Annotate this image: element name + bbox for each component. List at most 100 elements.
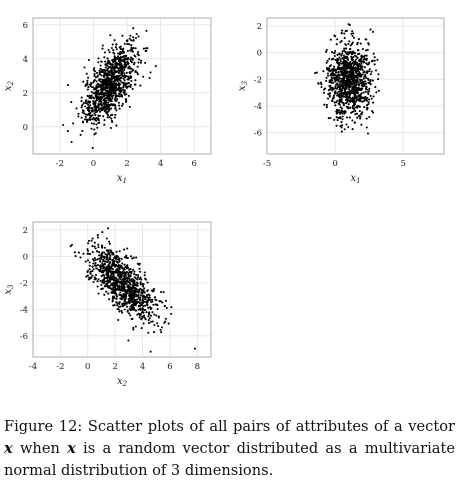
scatter-point (118, 257, 121, 260)
scatter-point (123, 308, 126, 311)
scatter-point (337, 116, 340, 119)
scatter-point (359, 64, 362, 67)
scatter-point (101, 262, 104, 265)
scatter-point (364, 87, 367, 90)
scatter-point (92, 100, 95, 103)
scatter-point (348, 67, 351, 70)
scatter-point (89, 277, 92, 280)
scatter-point (336, 109, 339, 112)
scatter-point (124, 83, 127, 87)
scatter-point (85, 72, 88, 75)
scatter-point (122, 55, 125, 58)
scatter-point (125, 271, 128, 274)
scatter-point (113, 281, 116, 285)
scatter-point (127, 75, 130, 78)
scatter-point (147, 319, 150, 322)
scatter-point (72, 122, 75, 125)
scatter-point (95, 84, 98, 87)
scatter-point (125, 71, 128, 74)
scatter-point (110, 74, 113, 77)
scatter-point (94, 100, 97, 103)
scatter-point (369, 94, 372, 97)
scatter-point (88, 101, 91, 104)
y-tick-label: -2 (20, 279, 28, 289)
scatter-point (336, 111, 339, 114)
scatter-point (148, 311, 151, 314)
scatter-point (87, 252, 91, 255)
scatter-point (134, 83, 137, 86)
scatter-point (355, 106, 358, 109)
scatter-point (352, 74, 355, 77)
scatter-point (137, 296, 140, 299)
scatter-point (331, 79, 334, 82)
scatter-point (154, 303, 157, 306)
x-axis-label: x1 (350, 173, 360, 185)
scatter-point (99, 67, 102, 70)
scatter-point (122, 85, 125, 88)
scatter-point (340, 31, 343, 34)
scatter-point (138, 262, 141, 265)
scatter-point (346, 57, 349, 60)
y-tick-label: -4 (20, 305, 28, 315)
x-tick-label: -4 (29, 362, 37, 372)
x-tick-label: 4 (158, 159, 163, 169)
scatter-point (93, 245, 96, 248)
scatter-point (104, 92, 107, 95)
scatter-point (346, 98, 349, 101)
scatter-point (108, 70, 111, 73)
scatter-point (121, 48, 124, 51)
scatter-point (117, 75, 121, 78)
scatter-point (84, 115, 87, 118)
scatter-point (162, 291, 165, 294)
scatter-point (128, 302, 131, 305)
scatter-point (327, 89, 330, 92)
scatter-point (98, 72, 101, 76)
scatter-point (86, 269, 89, 273)
scatter-point (143, 300, 146, 303)
scatter-point (352, 61, 355, 64)
scatter-point (107, 101, 110, 104)
scatter-point (89, 95, 92, 98)
scatter-point (121, 70, 124, 73)
scatter-point (90, 90, 93, 94)
scatter-point (329, 38, 332, 41)
scatter-point (142, 75, 145, 78)
scatter-point (101, 269, 104, 272)
scatter-point (66, 84, 69, 87)
scatter-point (108, 253, 111, 256)
scatter-point (102, 265, 105, 268)
scatter-point (117, 58, 120, 61)
scatter-point (370, 70, 373, 73)
scatter-point (153, 323, 156, 327)
scatter-point (115, 250, 118, 253)
scatter-point (94, 273, 98, 277)
scatter-point (96, 258, 99, 261)
scatter-point (342, 68, 345, 72)
scatter-point (93, 74, 96, 77)
scatter-point (365, 85, 368, 88)
scatter-point (137, 51, 140, 54)
scatter-point (119, 275, 122, 278)
scatter-point (352, 64, 356, 67)
scatter-point (351, 128, 354, 131)
scatter-point (143, 271, 146, 274)
scatter-point (150, 300, 153, 304)
scatter-point (118, 285, 121, 288)
scatter-point (84, 105, 87, 108)
scatter-point (105, 104, 108, 107)
scatter-point (123, 263, 126, 266)
scatter-point (323, 103, 326, 106)
scatter-point (116, 308, 119, 311)
scatter-point (142, 300, 145, 303)
scatter-point (103, 293, 106, 296)
scatter-point (104, 60, 107, 63)
scatter-point (116, 80, 119, 83)
scatter-point (129, 60, 132, 63)
scatter-point (106, 116, 109, 119)
scatter-point (330, 81, 333, 84)
scatter-point (120, 272, 123, 275)
scatter-point (364, 58, 367, 61)
scatter-point (102, 71, 105, 74)
scatter-point (108, 97, 111, 100)
scatter-point (137, 58, 141, 61)
